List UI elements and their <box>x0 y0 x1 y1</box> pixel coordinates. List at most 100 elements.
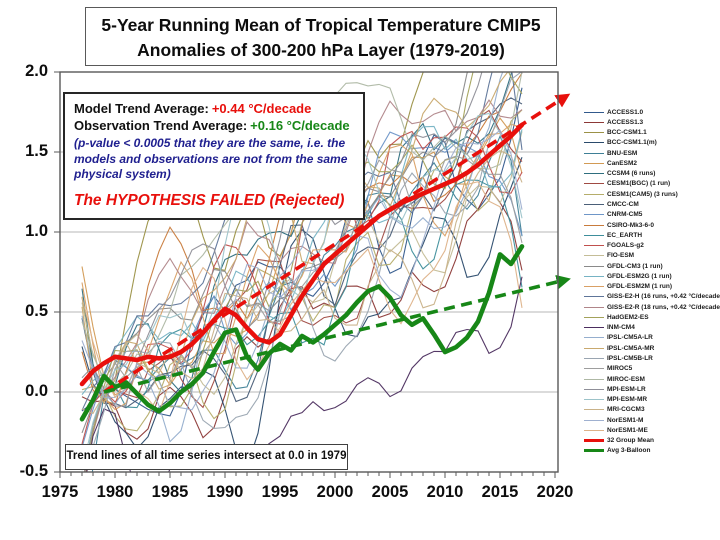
model-line <box>81 123 523 411</box>
model-line <box>81 72 522 464</box>
y-tick-label: -0.5 <box>19 462 48 480</box>
legend-line-swatch <box>584 439 604 443</box>
legend-item: MIROC5 <box>584 364 718 374</box>
legend-label: CESM1(CAM5) (3 runs) <box>607 190 678 198</box>
legend-item: NorESM1-ME <box>584 425 718 435</box>
legend-label: ACCESS1.3 <box>607 118 644 126</box>
chart-title-box: 5-Year Running Mean of Tropical Temperat… <box>85 7 557 66</box>
legend-label: BCC-CSM1.1 <box>607 129 647 137</box>
model-line <box>81 72 509 405</box>
legend-item: CSIRO-Mk3-6-0 <box>584 220 718 230</box>
legend-line-swatch <box>584 358 604 359</box>
observation-trend-line: Observation Trend Average: +0.16 °C/decad… <box>74 117 354 134</box>
legend-label: ACCESS1.0 <box>607 108 644 116</box>
model-trend-label: Model Trend Average: <box>74 101 209 116</box>
trend-intersect-note-box: Trend lines of all time series intersect… <box>65 444 348 470</box>
x-tick-label: 2000 <box>316 483 354 501</box>
legend-label: MIROC5 <box>607 365 633 373</box>
legend-item: GFDL-ESM2G (1 run) <box>584 271 718 281</box>
legend-line-swatch <box>584 337 604 339</box>
legend-line-swatch <box>584 224 604 226</box>
legend-label: MPI-ESM-MR <box>607 396 648 404</box>
x-tick-label: 1990 <box>206 483 244 501</box>
legend-item: IPSL-CM5B-LR <box>584 353 718 363</box>
legend-line-swatch <box>584 214 604 216</box>
legend-item: CCSM4 (6 runs) <box>584 169 718 179</box>
hypothesis-statement: The HYPOTHESIS FAILED (Rejected) <box>74 191 345 209</box>
legend-line-swatch <box>584 152 604 154</box>
x-tick-label: 1995 <box>261 483 299 501</box>
legend-label: HadGEM2-ES <box>607 313 649 321</box>
legend-line-swatch <box>584 162 604 164</box>
legend-line-swatch <box>584 132 604 134</box>
model-line <box>81 125 523 395</box>
legend-label: NorESM1-ME <box>607 426 648 434</box>
legend-label: 32 Group Mean <box>607 437 654 445</box>
legend-item: CNRM-CM5 <box>584 210 718 220</box>
legend-item: ACCESS1.0 <box>584 107 718 117</box>
legend-item: 32 Group Mean <box>584 436 718 446</box>
model-line <box>81 157 523 468</box>
legend-label: BNU-ESM <box>607 149 638 157</box>
x-tick-label: 2015 <box>481 483 519 501</box>
x-tick-label: 1980 <box>96 483 134 501</box>
model-line <box>81 72 504 443</box>
legend-label: Avg 3-Balloon <box>607 447 651 455</box>
model-trend-line: Model Trend Average: +0.44 °C/decade <box>74 100 354 117</box>
legend-line-swatch <box>584 111 604 113</box>
legend-line-swatch <box>584 347 604 349</box>
legend-item: MPI-ESM-LR <box>584 384 718 394</box>
y-tick-label: 0.0 <box>25 382 48 400</box>
legend-line-swatch <box>584 409 604 411</box>
legend-label: BCC-CSM1.1(m) <box>607 139 657 147</box>
legend-item: GISS-E2-R (18 runs, +0.42 °C/decade) <box>584 302 720 312</box>
legend-item: BCC-CSM1.1(m) <box>584 138 718 148</box>
main-series-line <box>79 244 525 422</box>
legend-item: MRI-CGCM3 <box>584 405 718 415</box>
y-tick-label: 1.0 <box>25 222 48 240</box>
model-line <box>84 155 523 472</box>
legend-item: ACCESS1.3 <box>584 117 718 127</box>
legend-line-swatch <box>584 399 604 401</box>
legend-label: IPSL-CM5B-LR <box>607 355 653 362</box>
y-tick-label: 1.5 <box>25 142 48 160</box>
model-line <box>81 149 523 415</box>
legend: ACCESS1.0 ACCESS1.3 BCC-CSM1.1 BCC-CSM1.1(m… <box>584 107 720 456</box>
trend-arrow <box>103 274 571 394</box>
legend-line-swatch <box>584 419 604 421</box>
model-line <box>84 72 523 472</box>
legend-label: IPSL-CM5A-MR <box>607 344 655 352</box>
y-tick-label: 0.5 <box>25 302 48 320</box>
trend-annotation-box: Model Trend Average: +0.44 °C/decade Obse… <box>63 92 365 220</box>
legend-item: GFDL-CM3 (1 run) <box>584 261 718 271</box>
legend-line-swatch <box>584 286 604 288</box>
legend-line-swatch <box>584 173 604 175</box>
legend-line-swatch <box>584 316 604 318</box>
legend-label: GISS-E2-H (16 runs, +0.42 °C/decade) <box>607 293 720 301</box>
legend-item: INM-CM4 <box>584 323 718 333</box>
legend-line-swatch <box>584 234 604 236</box>
legend-line-swatch <box>584 449 604 453</box>
legend-item: CESM1(BGC) (1 run) <box>584 179 718 189</box>
legend-item: MPI-ESM-MR <box>584 394 718 404</box>
legend-label: GFDL-ESM2M (1 run) <box>607 283 672 291</box>
legend-item: BNU-ESM <box>584 148 718 158</box>
legend-label: MPI-ESM-LR <box>607 385 646 393</box>
trend-intersect-note: Trend lines of all time series intersect… <box>66 450 347 462</box>
x-tick-label: 1985 <box>151 483 189 501</box>
x-tick-label: 2010 <box>426 483 464 501</box>
legend-line-swatch <box>584 327 604 329</box>
legend-item: CESM1(CAM5) (3 runs) <box>584 189 718 199</box>
legend-label: EC_EARTH <box>607 231 643 239</box>
legend-label: GISS-E2-R (18 runs, +0.42 °C/decade) <box>607 303 720 311</box>
legend-line-swatch <box>584 275 604 277</box>
model-trend-value: +0.44 °C/decade <box>211 101 312 116</box>
legend-label: MIROC-ESM <box>607 375 645 383</box>
legend-line-swatch <box>584 368 604 370</box>
legend-item: EC_EARTH <box>584 230 718 240</box>
legend-line-swatch <box>584 388 604 390</box>
legend-label: INM-CM4 <box>607 324 635 332</box>
legend-label: CCSM4 (6 runs) <box>607 170 656 178</box>
